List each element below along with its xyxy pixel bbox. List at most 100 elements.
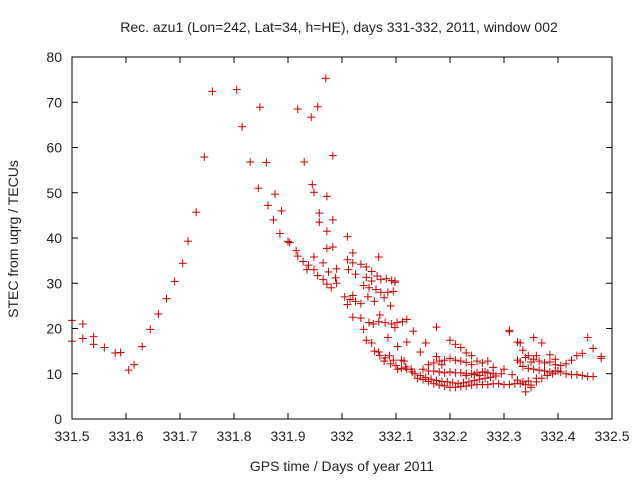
x-tick-label: 332.3: [486, 428, 521, 444]
data-point: [475, 371, 484, 380]
data-point: [494, 379, 503, 388]
data-point: [448, 378, 457, 387]
data-point: [462, 381, 471, 390]
data-point: [146, 325, 155, 334]
data-point: [369, 319, 378, 328]
data-point: [382, 274, 391, 283]
data-point: [548, 369, 557, 378]
data-point: [370, 347, 379, 356]
chart-title: Rec. azu1 (Lon=242, Lat=34, h=HE), days …: [120, 19, 558, 35]
y-tick-label: 70: [46, 94, 62, 110]
y-tick-label: 20: [46, 321, 62, 337]
plot-frame: [71, 56, 613, 420]
data-point: [255, 103, 264, 112]
data-point: [467, 351, 476, 360]
data-point: [572, 351, 581, 360]
data-point: [456, 368, 465, 377]
data-point: [508, 370, 517, 379]
data-point: [537, 338, 546, 347]
data-point: [513, 376, 522, 385]
data-point: [527, 357, 535, 366]
data-point: [356, 314, 365, 323]
data-point: [419, 365, 427, 374]
data-point: [398, 317, 407, 326]
data-point: [348, 313, 357, 322]
data-point: [359, 325, 368, 334]
data-point: [307, 113, 316, 122]
data-point: [138, 342, 147, 351]
data-point: [383, 333, 392, 342]
data-point: [348, 291, 357, 300]
x-axis: 331.5 331.6 331.7 331.8 331.9 332 332.1 332.2 33…: [54, 57, 630, 444]
data-point: [372, 285, 381, 294]
y-tick-label: 10: [46, 366, 62, 382]
x-tick-label: 332.1: [378, 428, 413, 444]
data-point: [232, 85, 241, 94]
data-point: [331, 273, 340, 282]
data-point: [429, 358, 438, 367]
data-point: [299, 257, 308, 266]
data-point: [516, 357, 525, 366]
data-point: [89, 332, 98, 341]
data-point: [374, 253, 383, 262]
data-point: [397, 364, 406, 373]
data-point: [572, 370, 581, 379]
data-point: [527, 383, 535, 392]
data-point: [432, 352, 441, 361]
data-point: [375, 310, 384, 319]
data-point: [435, 367, 444, 376]
data-point: [424, 360, 433, 369]
data-point: [302, 265, 311, 274]
data-point: [254, 184, 263, 193]
data-point: [451, 340, 460, 349]
data-point: [370, 297, 379, 306]
data-point: [529, 333, 538, 342]
data-point: [100, 343, 109, 352]
data-point: [440, 356, 449, 365]
data-point: [589, 344, 598, 353]
data-point: [376, 288, 385, 297]
data-point: [348, 258, 357, 267]
data-point: [543, 371, 552, 380]
data-point: [540, 358, 549, 367]
data-point: [435, 381, 444, 390]
data-point: [351, 270, 360, 279]
data-point: [367, 267, 376, 276]
data-point: [393, 342, 402, 351]
data-point: [321, 74, 330, 83]
data-point: [381, 318, 390, 327]
data-point: [154, 310, 163, 319]
data-point: [343, 300, 352, 309]
x-tick-label: 331.5: [54, 428, 89, 444]
data-point: [597, 354, 606, 363]
data-point: [410, 369, 419, 378]
data-point: [322, 227, 331, 236]
data-point: [313, 102, 322, 111]
y-tick-label: 30: [46, 275, 62, 291]
data-point: [407, 365, 416, 374]
data-point: [78, 334, 87, 343]
data-point: [332, 264, 341, 273]
data-point: [315, 209, 324, 218]
data-point: [315, 218, 324, 227]
data-point: [505, 380, 514, 389]
data-point: [446, 354, 454, 363]
data-point: [328, 215, 337, 224]
data-point: [162, 294, 171, 303]
data-point: [393, 365, 402, 374]
data-point: [356, 260, 365, 269]
data-point: [545, 350, 554, 359]
data-point: [443, 377, 452, 386]
x-tick-label: 332.2: [432, 428, 467, 444]
data-point: [380, 293, 389, 302]
data-point: [402, 315, 411, 324]
data-point: [451, 356, 460, 365]
data-point: [375, 351, 384, 360]
data-point: [300, 157, 309, 166]
data-point: [467, 360, 476, 369]
y-tick-label: 80: [46, 49, 62, 65]
data-point: [328, 151, 337, 160]
data-point: [284, 237, 292, 246]
data-point: [451, 383, 460, 392]
plot-area: [68, 74, 606, 396]
